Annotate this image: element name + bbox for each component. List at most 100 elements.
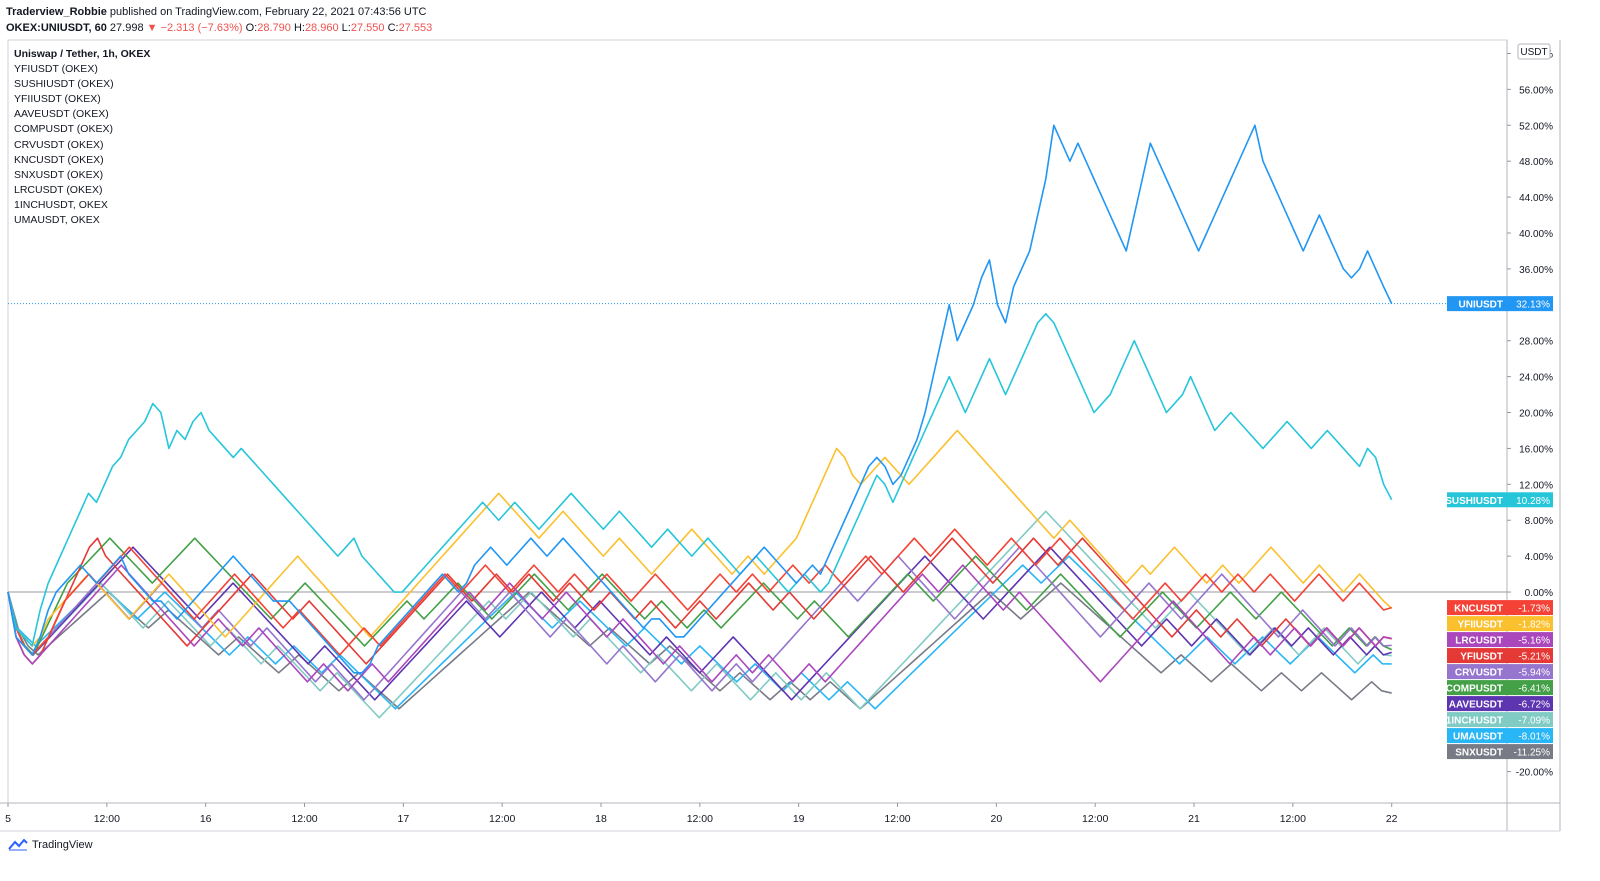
series-value-label[interactable]: LRCUSDT -5.16% bbox=[1447, 632, 1553, 648]
legend-item[interactable]: UMAUSDT, OKEX bbox=[14, 214, 100, 227]
series-name-text: YFIIUSDT bbox=[1457, 620, 1503, 631]
series-value-label[interactable]: SUSHIUSDT 10.28% bbox=[1445, 492, 1553, 508]
legend-item[interactable]: SNXUSDT (OKEX) bbox=[14, 168, 104, 181]
series-last-value: -5.21% bbox=[1518, 652, 1550, 663]
series-name-text: UMAUSDT bbox=[1453, 732, 1503, 743]
series-name-text: UNIUSDT bbox=[1459, 300, 1503, 311]
series-value-label[interactable]: YFIIUSDT -1.82% bbox=[1447, 616, 1553, 632]
author-name[interactable]: Traderview_Robbie bbox=[6, 6, 107, 18]
x-tick-label: 12:00 bbox=[94, 813, 120, 825]
series-name-text: SUSHIUSDT bbox=[1445, 496, 1503, 507]
close-value: 27.553 bbox=[398, 22, 433, 34]
x-tick-label: 12:00 bbox=[1082, 813, 1108, 825]
series-value-label[interactable]: COMPUSDT -6.41% bbox=[1446, 680, 1553, 696]
series-line-compusdt bbox=[7, 537, 1393, 656]
brand-label: TradingView bbox=[32, 839, 93, 851]
legend-item[interactable]: YFIUSDT (OKEX) bbox=[14, 63, 98, 76]
series-value-box bbox=[1447, 648, 1553, 664]
series-value-label[interactable]: UMAUSDT -8.01% bbox=[1447, 728, 1553, 744]
tradingview-logo-icon bbox=[8, 839, 28, 851]
series-line-lrcusdt bbox=[7, 564, 1392, 692]
series-value-label[interactable]: CRVUSDT -5.94% bbox=[1447, 664, 1553, 680]
x-tick-label: 19 bbox=[793, 813, 805, 825]
y-tick-label: 28.00% bbox=[1519, 337, 1553, 348]
low-label: L: bbox=[341, 22, 351, 34]
series-value-label[interactable]: AAVEUSDT -6.72% bbox=[1447, 696, 1553, 712]
series-last-value: -8.01% bbox=[1518, 732, 1550, 743]
series-value-label[interactable]: UNIUSDT 32.13% bbox=[1447, 296, 1553, 312]
series-value-box bbox=[1447, 600, 1553, 616]
series-line-yfiusdt bbox=[7, 537, 1392, 665]
symbol-label: OKEX:UNIUSDT, 60 bbox=[6, 22, 107, 34]
series-line-uniusdt bbox=[7, 124, 1393, 674]
series-name-text: KNCUSDT bbox=[1454, 604, 1503, 615]
y-tick-label: 0.00% bbox=[1525, 588, 1553, 599]
series-name-text: AAVEUSDT bbox=[1449, 700, 1503, 711]
y-tick-label: 16.00% bbox=[1519, 444, 1553, 455]
legend-item[interactable]: KNCUSDT (OKEX) bbox=[14, 153, 104, 166]
series-value-box bbox=[1447, 696, 1553, 712]
low-value: 27.550 bbox=[350, 22, 385, 34]
last-price: 27.998 bbox=[109, 22, 144, 34]
series-value-box bbox=[1447, 616, 1553, 632]
y-tick-label: 20.00% bbox=[1519, 409, 1553, 420]
legend-item[interactable]: LRCUSDT (OKEX) bbox=[14, 183, 103, 196]
series-line-sushiusdt bbox=[7, 312, 1393, 647]
legend-item[interactable]: 1INCHUSDT, OKEX bbox=[14, 198, 108, 211]
series-value-box bbox=[1447, 744, 1553, 760]
x-tick-label: 20 bbox=[991, 813, 1003, 825]
unit-label-box bbox=[1517, 43, 1551, 60]
price-change: ▼ −2.313 (−7.63%) bbox=[146, 22, 243, 34]
legend-title: Uniswap / Tether, 1h, OKEX bbox=[14, 48, 151, 60]
series-value-box bbox=[1447, 680, 1553, 696]
series-name-text: 1INCHUSDT bbox=[1446, 716, 1503, 727]
x-tick-label: 12:00 bbox=[884, 813, 910, 825]
x-tick-label: 16 bbox=[200, 813, 212, 825]
series-value-label[interactable]: KNCUSDT -1.73% bbox=[1447, 600, 1553, 616]
legend-item[interactable]: CRVUSDT (OKEX) bbox=[14, 138, 104, 151]
series-value-label[interactable]: SNXUSDT -11.25% bbox=[1447, 744, 1553, 760]
y-tick-label: 4.00% bbox=[1525, 552, 1553, 563]
series-name-text: LRCUSDT bbox=[1455, 636, 1503, 647]
legend-item[interactable]: SUSHIUSDT (OKEX) bbox=[14, 78, 114, 91]
y-tick-label: 44.00% bbox=[1519, 193, 1553, 204]
ohlc-line: OKEX:UNIUSDT, 60 27.998 ▼ −2.313 (−7.63%… bbox=[6, 20, 432, 36]
close-label: C: bbox=[387, 22, 399, 34]
legend-item[interactable]: AAVEUSDT (OKEX) bbox=[14, 108, 109, 121]
series-value-label[interactable]: 1INCHUSDT -7.09% bbox=[1446, 712, 1553, 728]
y-tick-label: 48.00% bbox=[1519, 157, 1553, 168]
open-value: 28.790 bbox=[257, 22, 291, 34]
publish-line: Traderview_Robbie published on TradingVi… bbox=[6, 4, 432, 20]
footer[interactable]: TradingView bbox=[8, 839, 93, 851]
y-tick-label: 8.00% bbox=[1525, 516, 1553, 527]
x-tick-label: 17 bbox=[397, 813, 409, 825]
series-line-yfiiusdt bbox=[7, 429, 1393, 647]
x-tick-label: 5 bbox=[5, 813, 11, 825]
series-name-text: CRVUSDT bbox=[1455, 668, 1503, 679]
legend-item[interactable]: YFIIUSDT (OKEX) bbox=[14, 93, 101, 106]
series-name-text: COMPUSDT bbox=[1446, 684, 1503, 695]
series-last-value: 32.13% bbox=[1516, 300, 1550, 311]
series-value-box bbox=[1447, 728, 1553, 744]
series-last-value: -6.41% bbox=[1518, 684, 1550, 695]
y-tick-label: -20.00% bbox=[1516, 768, 1553, 779]
x-tick-label: 12:00 bbox=[489, 813, 515, 825]
series-line-crvusdt bbox=[7, 546, 1392, 701]
series-last-value: -11.25% bbox=[1513, 748, 1550, 759]
y-tick-label: 36.00% bbox=[1519, 265, 1553, 276]
x-tick-label: 18 bbox=[595, 813, 607, 825]
series-last-value: -7.09% bbox=[1518, 716, 1550, 727]
series-value-label[interactable]: YFIUSDT -5.21% bbox=[1447, 648, 1553, 664]
series-last-value: -5.94% bbox=[1518, 668, 1550, 679]
chart-legend: Uniswap / Tether, 1h, OKEX YFIUSDT (OKEX… bbox=[14, 47, 150, 228]
y-tick-label: 12.00% bbox=[1519, 480, 1553, 491]
y-tick-label: 56.00% bbox=[1519, 85, 1553, 96]
high-value: 28.960 bbox=[304, 22, 339, 34]
unit-label: USDT bbox=[1520, 47, 1547, 58]
series-last-value: -1.82% bbox=[1518, 620, 1550, 631]
x-tick-label: 21 bbox=[1188, 813, 1200, 825]
legend-item[interactable]: COMPUSDT (OKEX) bbox=[14, 123, 113, 136]
y-tick-label: 24.00% bbox=[1519, 373, 1553, 384]
x-tick-label: 12:00 bbox=[687, 813, 713, 825]
